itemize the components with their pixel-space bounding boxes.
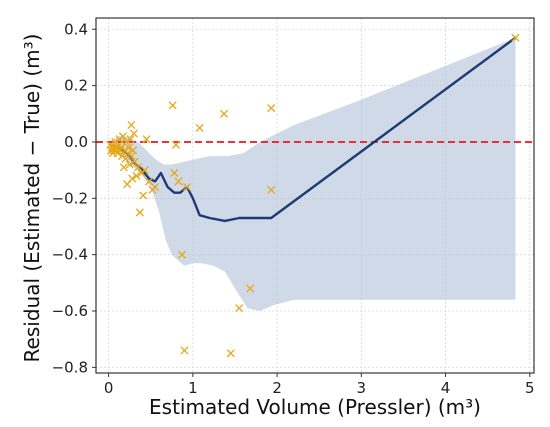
x-tick-label: 5 xyxy=(525,379,535,397)
scatter-point xyxy=(125,160,134,169)
scatter-point xyxy=(219,109,229,118)
plot-frame xyxy=(95,17,535,374)
y-axis-label: Residual (Estimated − True) (m³) xyxy=(20,34,44,363)
scatter-point xyxy=(122,137,131,147)
y-tick-label: 0.0 xyxy=(64,133,88,151)
scatter-point xyxy=(195,123,204,132)
x-tick-label: 2 xyxy=(272,379,282,397)
scatter-point xyxy=(119,163,128,172)
scatter-point xyxy=(134,163,143,172)
scatter-point xyxy=(511,33,520,42)
y-tick-label: −0.6 xyxy=(52,302,88,320)
axis-ticks: 0 1 2 3 4 5 −0.8 −0.6 −0.4 −0.2 0.0 0.2 0.4 xyxy=(52,20,535,397)
scatter-point xyxy=(126,135,135,144)
scatter-point xyxy=(177,250,186,259)
y-tick-label: −0.2 xyxy=(52,189,88,207)
scatter-point xyxy=(129,129,138,138)
scatter-point xyxy=(174,177,183,186)
scatter-point xyxy=(118,132,128,141)
scatter-points xyxy=(106,33,520,358)
y-tick-label: 0.2 xyxy=(64,77,88,95)
x-tick-label: 3 xyxy=(357,379,367,397)
scatter-point xyxy=(182,182,192,192)
scatter-point xyxy=(226,349,235,358)
x-tick-label: 0 xyxy=(104,379,114,397)
scatter-point xyxy=(124,143,133,152)
scatter-point xyxy=(235,304,244,313)
scatter-point xyxy=(121,154,130,163)
x-tick-label: 1 xyxy=(188,379,198,397)
y-tick-label: 0.4 xyxy=(64,20,88,38)
scatter-point xyxy=(127,151,136,161)
scatter-point xyxy=(168,101,177,110)
scatter-point xyxy=(246,284,255,293)
confidence-band-area xyxy=(110,37,516,311)
y-tick-label: −0.4 xyxy=(52,246,88,264)
scatter-point xyxy=(130,157,139,166)
scatter-point xyxy=(127,121,136,130)
scatter-point xyxy=(135,208,144,217)
scatter-point xyxy=(128,174,137,183)
scatter-point xyxy=(142,135,151,144)
scatter-point xyxy=(267,185,276,194)
x-axis-label: Estimated Volume (Pressler) (m³) xyxy=(149,395,481,419)
scatter-point xyxy=(180,346,189,355)
scatter-point xyxy=(132,171,141,180)
scatter-point xyxy=(150,182,160,192)
scatter-point xyxy=(267,104,276,113)
scatter-point xyxy=(139,191,148,200)
scatter-point xyxy=(170,168,179,178)
y-tick-label: −0.8 xyxy=(52,358,88,376)
scatter-point xyxy=(171,140,181,149)
scatter-point xyxy=(140,166,149,175)
scatter-point xyxy=(129,146,138,155)
x-tick-label: 4 xyxy=(441,379,451,397)
confidence-band xyxy=(110,37,516,311)
